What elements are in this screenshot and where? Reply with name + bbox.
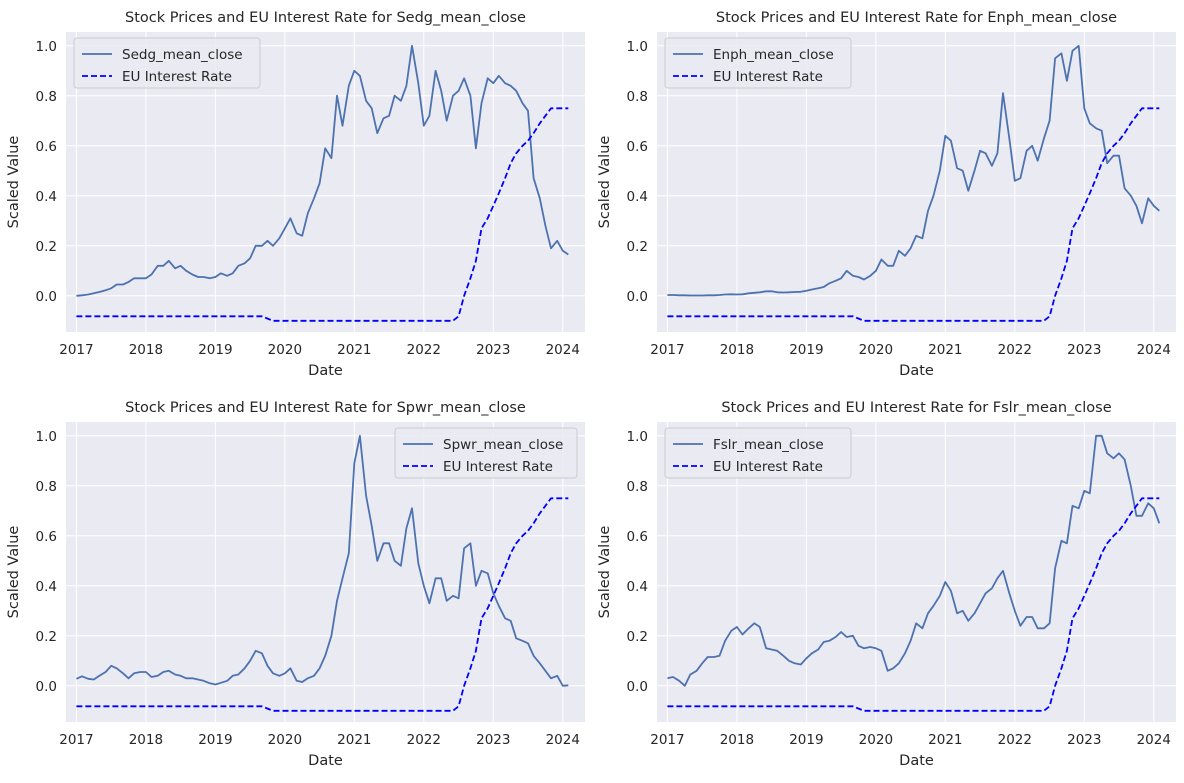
x-tick-label: 2018 <box>720 342 754 358</box>
subplot-4: 2017 2018 2019 2020 2021 2022 2023 2024 0.0 0.2 0.… <box>597 400 1176 769</box>
y-tick-label: 0.6 <box>36 529 57 545</box>
stock-price-line <box>76 44 569 297</box>
x-axis-label: Date <box>899 753 934 769</box>
x-axis-label: Date <box>308 363 343 379</box>
x-tick-label: 2017 <box>59 732 93 748</box>
x-tick-label: 2018 <box>129 732 163 748</box>
y-tick-label: 0.0 <box>627 679 648 695</box>
legend: Enph_mean_close EU Interest Rate <box>664 37 852 89</box>
chart-title: Stock Prices and EU Interest Rate for Sp… <box>125 400 526 416</box>
y-tick-label: 0.6 <box>627 139 648 155</box>
stock-price-line <box>667 44 1160 297</box>
legend-box <box>73 37 261 89</box>
x-tick-label: 2022 <box>998 732 1032 748</box>
x-tick-label: 2023 <box>476 342 510 358</box>
x-tick-label: 2020 <box>859 342 893 358</box>
x-tick-label: 2017 <box>59 342 93 358</box>
y-tick-label: 1.0 <box>627 39 648 55</box>
x-tick-label: 2018 <box>720 732 754 748</box>
x-tick-label: 2021 <box>928 732 962 748</box>
x-tick-label: 2024 <box>1137 732 1171 748</box>
legend-box <box>394 427 578 479</box>
y-tick-label: 0.2 <box>36 629 57 645</box>
y-tick-label: 0.0 <box>36 679 57 695</box>
legend: Fslr_mean_close EU Interest Rate <box>664 427 852 479</box>
y-tick-label: 0.2 <box>627 629 648 645</box>
y-tick-label: 0.0 <box>36 289 57 305</box>
y-axis-label: Scaled Value <box>6 526 22 619</box>
subplot-1: 2017 2018 2019 2020 2021 2022 2023 2024 0.0 0.2 0.… <box>6 10 585 379</box>
y-tick-label: 0.4 <box>36 579 57 595</box>
x-tick-label: 2024 <box>546 342 580 358</box>
y-tick-label: 0.8 <box>627 479 648 495</box>
stock-price-line <box>76 434 569 687</box>
y-tick-label: 0.4 <box>627 579 648 595</box>
y-axis-label: Scaled Value <box>597 526 613 619</box>
y-tick-label: 0.0 <box>627 289 648 305</box>
x-tick-label: 2019 <box>789 342 823 358</box>
x-tick-label: 2017 <box>650 342 684 358</box>
y-tick-label: 0.6 <box>627 529 648 545</box>
x-tick-label: 2019 <box>198 732 232 748</box>
legend-box <box>664 427 852 479</box>
interest-rate-line <box>667 497 1160 712</box>
x-tick-label: 2019 <box>789 732 823 748</box>
x-tick-label: 2017 <box>650 732 684 748</box>
stock-price-line <box>667 434 1161 687</box>
x-tick-label: 2018 <box>129 342 163 358</box>
y-tick-label: 1.0 <box>627 429 648 445</box>
legend-label: Fslr_mean_close <box>713 437 824 453</box>
legend-label: EU Interest Rate <box>443 459 553 475</box>
y-tick-label: 0.4 <box>627 189 648 205</box>
y-tick-label: 0.4 <box>36 189 57 205</box>
legend: Spwr_mean_close EU Interest Rate <box>394 427 578 479</box>
y-tick-label: 0.8 <box>36 479 57 495</box>
chart-title: Stock Prices and EU Interest Rate for En… <box>716 10 1117 26</box>
x-tick-label: 2022 <box>407 732 441 748</box>
y-tick-label: 0.2 <box>36 239 57 255</box>
x-tick-label: 2022 <box>998 342 1032 358</box>
x-tick-label: 2020 <box>268 732 302 748</box>
y-axis-label: Scaled Value <box>597 136 613 229</box>
x-tick-label: 2021 <box>928 342 962 358</box>
interest-rate-line <box>76 497 569 712</box>
y-tick-label: 0.8 <box>627 89 648 105</box>
chart-title: Stock Prices and EU Interest Rate for Fs… <box>721 400 1111 416</box>
y-axis-label: Scaled Value <box>6 136 22 229</box>
interest-rate-line <box>667 107 1160 322</box>
x-tick-label: 2024 <box>1137 342 1171 358</box>
x-axis-label: Date <box>899 363 934 379</box>
y-tick-label: 1.0 <box>36 39 57 55</box>
x-tick-label: 2020 <box>859 732 893 748</box>
chart-title: Stock Prices and EU Interest Rate for Se… <box>125 10 526 26</box>
y-tick-label: 0.8 <box>36 89 57 105</box>
x-tick-label: 2023 <box>476 732 510 748</box>
legend: Sedg_mean_close EU Interest Rate <box>73 37 261 89</box>
x-axis-label: Date <box>308 753 343 769</box>
legend-label: Sedg_mean_close <box>122 47 243 63</box>
x-tick-label: 2022 <box>407 342 441 358</box>
y-tick-label: 1.0 <box>36 429 57 445</box>
x-tick-label: 2021 <box>337 732 371 748</box>
legend-box <box>664 37 852 89</box>
legend-label: EU Interest Rate <box>713 69 823 85</box>
x-tick-label: 2019 <box>198 342 232 358</box>
x-tick-label: 2021 <box>337 342 371 358</box>
x-tick-label: 2020 <box>268 342 302 358</box>
interest-rate-line <box>76 107 569 322</box>
x-tick-label: 2023 <box>1067 732 1101 748</box>
subplot-3: 2017 2018 2019 2020 2021 2022 2023 2024 0.0 0.2 0.… <box>6 400 585 769</box>
x-tick-label: 2023 <box>1067 342 1101 358</box>
y-tick-label: 0.6 <box>36 139 57 155</box>
x-tick-label: 2024 <box>546 732 580 748</box>
y-tick-label: 0.2 <box>627 239 648 255</box>
legend-label: Enph_mean_close <box>713 47 834 63</box>
subplot-2: 2017 2018 2019 2020 2021 2022 2023 2024 0.0 0.2 0.… <box>597 10 1176 379</box>
legend-label: Spwr_mean_close <box>443 437 563 453</box>
legend-label: EU Interest Rate <box>713 459 823 475</box>
legend-label: EU Interest Rate <box>122 69 232 85</box>
